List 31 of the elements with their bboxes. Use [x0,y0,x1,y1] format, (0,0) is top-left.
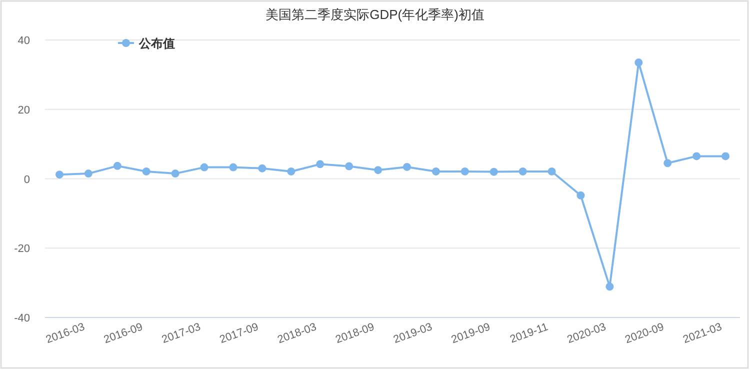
point [692,152,701,160]
y-tick-label: -20 [14,243,30,256]
point [142,167,150,176]
y-tick-label: 20 [18,104,30,116]
point [402,162,411,171]
point [664,159,672,168]
y-tick-label: 40 [18,35,30,47]
point [258,164,266,172]
point [345,162,354,170]
point [200,163,208,172]
point [722,152,730,160]
y-tick-label: -40 [14,312,30,324]
point [84,170,92,178]
point [606,282,614,291]
point [55,170,64,179]
point [229,163,238,172]
legend-label: 公布值 [138,36,175,50]
chart-title: 美国第二季度实际GDP(年化季率)初值 [266,7,484,22]
point [287,167,296,176]
y-tick-label: 0 [24,174,30,186]
point [490,168,498,176]
point [316,160,324,168]
point [113,162,122,170]
point [518,167,527,176]
point [548,167,556,176]
point [374,166,382,174]
point [576,191,585,200]
point [171,170,180,178]
point [634,58,643,67]
point [432,167,440,176]
point [460,167,469,176]
